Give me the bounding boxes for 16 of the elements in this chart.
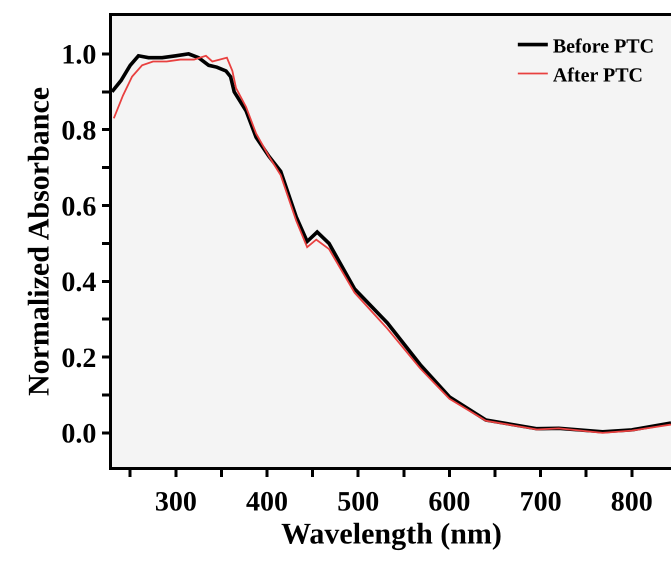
x-axis-title: Wavelength (nm) — [281, 518, 502, 551]
y-axis-title: Normalized Absorbance — [22, 86, 56, 396]
y-tick-label: 0.6 — [61, 191, 96, 222]
x-tick-label: 600 — [428, 486, 470, 518]
y-tick-label: 1.0 — [61, 40, 96, 71]
y-tick-label: 0.2 — [61, 342, 96, 374]
x-tick-label: 300 — [154, 486, 197, 518]
y-tick-label: 0.4 — [61, 267, 96, 298]
y-tick-label: 0.0 — [61, 418, 96, 450]
x-tick-label: 700 — [520, 486, 562, 518]
legend-label: After PTC — [552, 64, 643, 86]
y-tick-label: 0.8 — [61, 116, 96, 146]
x-tick-label: 800 — [610, 486, 653, 518]
legend-label: Before PTC — [552, 35, 654, 58]
x-tick-label: 400 — [246, 486, 288, 518]
x-tick-label: 500 — [337, 486, 380, 518]
